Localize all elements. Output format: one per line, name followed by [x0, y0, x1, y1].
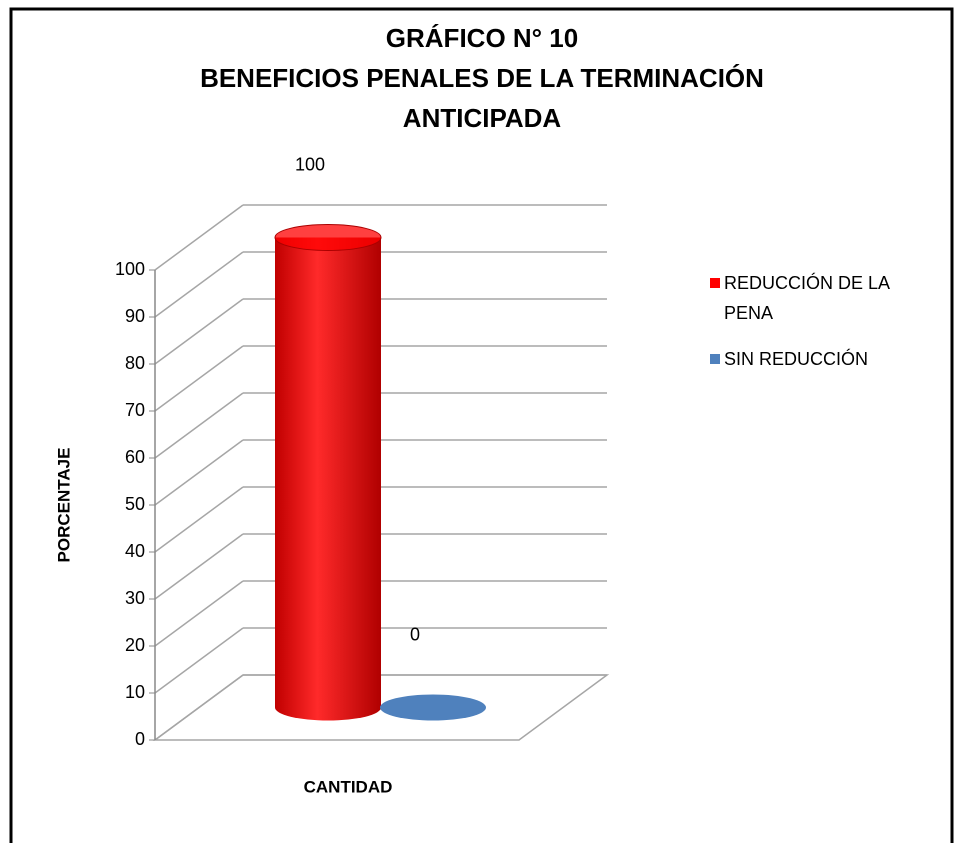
legend-label: REDUCCIÓN DE LA PENA: [724, 273, 890, 323]
bar-top: [274, 224, 382, 251]
grid-line-side: [154, 439, 244, 506]
legend-swatch: [710, 278, 720, 288]
chart-title: GRÁFICO N° 10: [386, 23, 578, 53]
grid-line-side: [154, 345, 244, 412]
frame: [9, 7, 954, 843]
grid-line-side: [154, 533, 244, 600]
y-axis-label: PORCENTAJE: [54, 448, 73, 563]
y-tick-label: 0: [135, 729, 145, 749]
y-tick-label: 20: [125, 635, 145, 655]
grid-line-side: [154, 486, 244, 553]
grid-line-side: [154, 251, 244, 318]
y-tick-label: 100: [115, 259, 145, 279]
grid-line-side: [154, 298, 244, 365]
x-axis-label: CANTIDAD: [304, 777, 393, 796]
legend-label: SIN REDUCCIÓN: [724, 349, 869, 369]
y-tick-label: 50: [125, 494, 145, 514]
bar: [275, 237, 381, 721]
legend-item: SIN REDUCCIÓN: [710, 344, 940, 374]
data-label: 0: [410, 624, 420, 644]
chart-title: BENEFICIOS PENALES DE LA TERMINACIÓN: [200, 63, 764, 93]
legend-swatch: [710, 354, 720, 364]
bar-top: [380, 694, 486, 721]
grid-line-side: [154, 627, 244, 694]
y-tick-label: 10: [125, 682, 145, 702]
grid-line-side: [154, 204, 244, 271]
y-tick-label: 80: [125, 353, 145, 373]
legend-item: REDUCCIÓN DE LA PENA: [710, 268, 940, 328]
y-tick-label: 90: [125, 306, 145, 326]
y-tick-label: 40: [125, 541, 145, 561]
grid-line-side: [154, 674, 244, 741]
grid-line-side: [154, 392, 244, 459]
y-tick-label: 70: [125, 400, 145, 420]
chart-title: ANTICIPADA: [403, 103, 562, 133]
grid-line-side: [154, 580, 244, 647]
legend: REDUCCIÓN DE LA PENA SIN REDUCCIÓN: [710, 268, 940, 390]
y-tick-label: 60: [125, 447, 145, 467]
y-tick-label: 30: [125, 588, 145, 608]
data-label: 100: [295, 154, 325, 174]
